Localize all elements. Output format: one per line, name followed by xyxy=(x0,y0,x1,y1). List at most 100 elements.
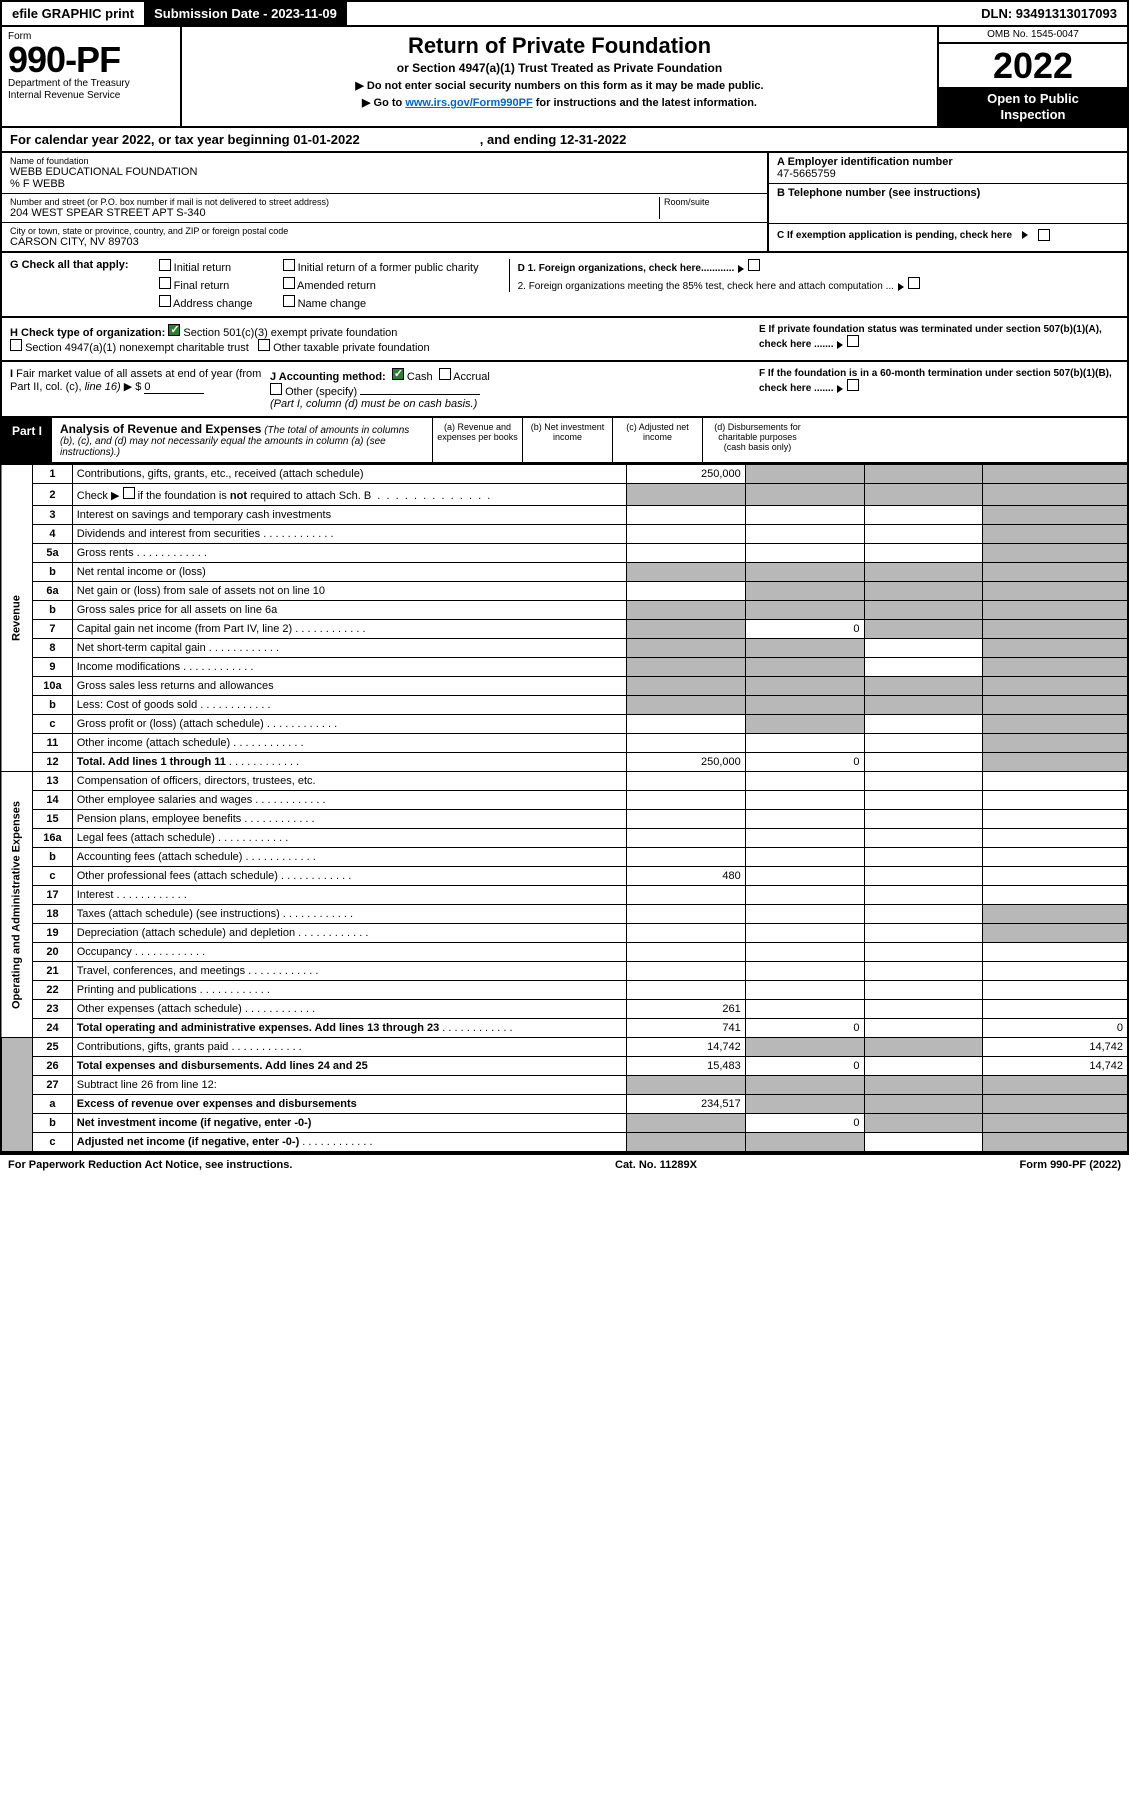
d2-label: 2. Foreign organizations meeting the 85%… xyxy=(518,281,894,292)
e-checkbox[interactable] xyxy=(847,335,859,347)
tax-year: 2022 xyxy=(939,44,1127,87)
d2-checkbox[interactable] xyxy=(908,277,920,289)
g-initial-former[interactable] xyxy=(283,259,295,271)
col-d-hdr: (d) Disbursements for charitable purpose… xyxy=(702,418,812,462)
city-label: City or town, state or province, country… xyxy=(10,226,759,236)
lbl-27: Subtract line 26 from line 12: xyxy=(72,1076,626,1095)
lbl-11: Other income (attach schedule) xyxy=(72,734,626,753)
v24a: 741 xyxy=(627,1019,746,1038)
v27aa: 234,517 xyxy=(627,1095,746,1114)
v7b: 0 xyxy=(745,620,864,639)
j-accrual[interactable] xyxy=(439,368,451,380)
lbl-14: Other employee salaries and wages xyxy=(72,791,626,810)
dept-2: Internal Revenue Service xyxy=(8,90,174,102)
ein: 47-5665759 xyxy=(777,168,1119,180)
g-name-change[interactable] xyxy=(283,295,295,307)
j-cash[interactable] xyxy=(392,368,404,380)
part1-label: Part I xyxy=(2,418,52,462)
v26b: 0 xyxy=(745,1057,864,1076)
c-label: C If exemption application is pending, c… xyxy=(777,230,1012,241)
open-inspection: Open to PublicInspection xyxy=(939,87,1127,126)
ln-12: 12 xyxy=(33,753,73,772)
ln-6b: b xyxy=(33,601,73,620)
j-label: J Accounting method: xyxy=(270,371,386,383)
accrual-label: Accrual xyxy=(453,371,490,383)
ln-27b: b xyxy=(33,1114,73,1133)
link-note: ▶ Go to www.irs.gov/Form990PF for instru… xyxy=(188,96,931,109)
lbl-5a: Gross rents xyxy=(72,544,626,563)
lbl-22: Printing and publications xyxy=(72,981,626,1000)
schb-checkbox[interactable] xyxy=(123,487,135,499)
cat-no: Cat. No. 11289X xyxy=(615,1159,697,1171)
efile-print-btn[interactable]: efile GRAPHIC print xyxy=(2,2,144,25)
address: 204 WEST SPEAR STREET APT S-340 xyxy=(10,207,659,219)
ln-27: 27 xyxy=(33,1076,73,1095)
note2b: for instructions and the latest informat… xyxy=(533,97,757,109)
g-o5: Amended return xyxy=(297,280,376,292)
ln-17: 17 xyxy=(33,886,73,905)
fmv-value: 0 xyxy=(144,381,204,394)
d1-checkbox[interactable] xyxy=(748,259,760,271)
ln-2: 2 xyxy=(33,484,73,506)
g-final-return[interactable] xyxy=(159,277,171,289)
ln-23: 23 xyxy=(33,1000,73,1019)
c-checkbox[interactable] xyxy=(1038,229,1050,241)
ln-19: 19 xyxy=(33,924,73,943)
arrow-icon xyxy=(837,341,843,349)
lbl-10c: Gross profit or (loss) (attach schedule) xyxy=(72,715,626,734)
ln-20: 20 xyxy=(33,943,73,962)
g-initial-return[interactable] xyxy=(159,259,171,271)
ln-10a: 10a xyxy=(33,677,73,696)
ssn-note: ▶ Do not enter social security numbers o… xyxy=(188,79,931,92)
ln-6a: 6a xyxy=(33,582,73,601)
lbl-9: Income modifications xyxy=(72,658,626,677)
care-of: % F WEBB xyxy=(10,178,759,190)
irs-link[interactable]: www.irs.gov/Form990PF xyxy=(405,97,532,109)
room-label: Room/suite xyxy=(664,197,759,207)
lbl-21: Travel, conferences, and meetings xyxy=(72,962,626,981)
j-other[interactable] xyxy=(270,383,282,395)
ln-26: 26 xyxy=(33,1057,73,1076)
form-ref: Form 990-PF (2022) xyxy=(1020,1159,1122,1171)
dept-1: Department of the Treasury xyxy=(8,78,174,90)
calendar-year: For calendar year 2022, or tax year begi… xyxy=(0,128,1129,153)
note2a: ▶ Go to xyxy=(362,97,405,109)
revenue-label: Revenue xyxy=(1,465,33,772)
v26d: 14,742 xyxy=(983,1057,1128,1076)
submission-date: Submission Date - 2023-11-09 xyxy=(144,2,347,25)
ln-13: 13 xyxy=(33,772,73,791)
e-label: E If private foundation status was termi… xyxy=(759,324,1102,350)
v23a: 261 xyxy=(627,1000,746,1019)
cash-basis-note: (Part I, column (d) must be on cash basi… xyxy=(270,398,477,410)
name-label: Name of foundation xyxy=(10,156,759,166)
form-subtitle: or Section 4947(a)(1) Trust Treated as P… xyxy=(188,61,931,75)
g-o1: Initial return xyxy=(174,262,231,274)
g-o4: Initial return of a former public charit… xyxy=(298,262,479,274)
h-other-taxable[interactable] xyxy=(258,339,270,351)
lbl-27c: Adjusted net income (if negative, enter … xyxy=(72,1133,626,1153)
g-address-change[interactable] xyxy=(159,295,171,307)
v25d: 14,742 xyxy=(983,1038,1128,1057)
ln-24: 24 xyxy=(33,1019,73,1038)
ln-21: 21 xyxy=(33,962,73,981)
g-o6: Name change xyxy=(298,298,367,310)
part1-header: Part I Analysis of Revenue and Expenses … xyxy=(0,418,1129,464)
h-o1: Section 501(c)(3) exempt private foundat… xyxy=(183,327,397,339)
g-amended[interactable] xyxy=(283,277,295,289)
col-a-hdr: (a) Revenue and expenses per books xyxy=(432,418,522,462)
ln-10b: b xyxy=(33,696,73,715)
form-title: Return of Private Foundation xyxy=(188,33,931,59)
h-501c3[interactable] xyxy=(168,324,180,336)
lbl-17: Interest xyxy=(72,886,626,905)
h-4947[interactable] xyxy=(10,339,22,351)
addr-label: Number and street (or P.O. box number if… xyxy=(10,197,659,207)
ln-5a: 5a xyxy=(33,544,73,563)
other-label: Other (specify) xyxy=(285,386,357,398)
f-checkbox[interactable] xyxy=(847,379,859,391)
lbl-7: Capital gain net income (from Part IV, l… xyxy=(72,620,626,639)
omb-number: OMB No. 1545-0047 xyxy=(939,27,1127,44)
ln-8: 8 xyxy=(33,639,73,658)
ln-5b: b xyxy=(33,563,73,582)
lbl-18: Taxes (attach schedule) (see instruction… xyxy=(72,905,626,924)
lbl-15: Pension plans, employee benefits xyxy=(72,810,626,829)
